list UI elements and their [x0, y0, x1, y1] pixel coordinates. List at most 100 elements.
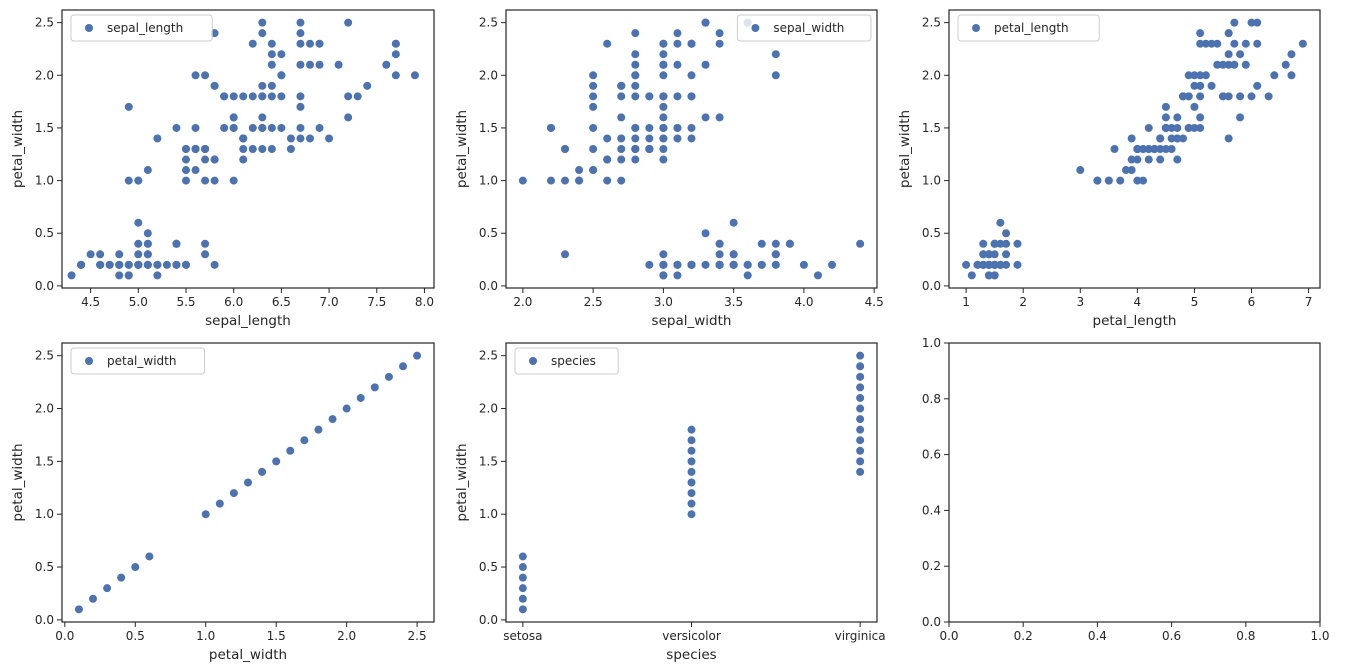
data-point: [617, 92, 626, 101]
data-point: [267, 81, 276, 90]
x-tick-label: 4: [1134, 295, 1142, 309]
y-tick-label: 2.0: [479, 402, 498, 416]
data-point: [546, 123, 555, 132]
data-point: [1002, 229, 1011, 238]
data-point: [1253, 39, 1262, 48]
data-point: [701, 229, 710, 238]
y-tick-label: 0.6: [922, 448, 941, 462]
y-tick-label: 0.0: [479, 613, 498, 627]
data-point: [589, 102, 598, 111]
data-point: [286, 446, 295, 455]
data-point: [687, 123, 696, 132]
x-tick-label: 0.0: [55, 629, 74, 643]
data-point: [631, 92, 640, 101]
data-point: [856, 404, 865, 413]
data-point: [575, 176, 584, 185]
data-point: [356, 393, 365, 402]
data-point: [561, 145, 570, 153]
data-point: [172, 123, 181, 132]
data-point: [979, 250, 988, 259]
data-point: [103, 584, 112, 593]
data-point: [77, 260, 86, 269]
data-point: [277, 123, 286, 132]
data-point: [244, 478, 252, 487]
data-point: [1110, 145, 1119, 153]
data-point: [306, 39, 314, 48]
data-point: [315, 60, 324, 69]
data-point: [1287, 50, 1296, 59]
data-point: [771, 71, 780, 80]
data-point: [277, 71, 286, 80]
data-point: [856, 415, 865, 424]
data-point: [856, 372, 865, 381]
data-point: [267, 50, 276, 59]
data-point: [229, 176, 238, 185]
data-point: [1207, 81, 1216, 90]
data-point: [856, 425, 865, 434]
data-point: [229, 92, 238, 101]
data-point: [659, 271, 668, 280]
data-point: [182, 166, 190, 175]
data-point: [631, 81, 640, 90]
data-point: [153, 260, 162, 269]
y-tick-label: 0.0: [35, 613, 54, 627]
data-point: [631, 29, 640, 38]
data-point: [344, 18, 353, 27]
data-point: [743, 271, 752, 280]
data-point: [191, 123, 200, 132]
data-point: [258, 18, 267, 27]
data-point: [258, 81, 267, 90]
data-point: [589, 92, 598, 101]
data-point: [267, 92, 276, 101]
x-tick-label: 2: [1019, 295, 1027, 309]
data-point: [1173, 123, 1182, 132]
data-point: [990, 239, 999, 248]
data-point: [1196, 92, 1205, 101]
y-tick-label: 2.5: [35, 349, 54, 363]
x-tick-label: 0.6: [1162, 629, 1181, 643]
data-point: [687, 510, 696, 519]
data-point: [659, 155, 668, 164]
data-point: [984, 260, 993, 269]
x-tick-label: 1.5: [267, 629, 286, 643]
data-point: [1224, 92, 1233, 101]
y-tick-label: 0.4: [922, 503, 941, 517]
data-point: [1241, 60, 1250, 69]
data-point: [1236, 113, 1245, 122]
data-point: [353, 92, 362, 101]
data-point: [771, 260, 780, 269]
data-point: [143, 229, 152, 238]
data-point: [1127, 155, 1136, 164]
x-tick-label: 2.5: [408, 629, 427, 643]
data-point: [286, 134, 295, 143]
subplot-1: 4.5 5.0 5.5 6.0 6.5 7.0 7.5 8.0 0.0 0.5 1.0 1.5 2.0 2…: [10, 9, 435, 329]
data-point: [229, 113, 238, 122]
data-point: [771, 50, 780, 59]
data-point: [201, 250, 210, 259]
y-tick-label: 2.0: [35, 68, 54, 82]
data-point: [258, 467, 267, 476]
data-point: [687, 39, 696, 48]
data-point: [201, 145, 210, 153]
data-point: [277, 50, 286, 59]
data-point: [984, 250, 993, 259]
data-point: [962, 260, 971, 269]
x-tick-label: 6: [1248, 295, 1256, 309]
data-point: [617, 155, 626, 164]
data-point: [631, 134, 640, 143]
y-tick-label: 0.5: [922, 226, 941, 240]
data-point: [300, 436, 309, 445]
data-point: [659, 123, 668, 132]
data-point: [1121, 166, 1130, 175]
data-point: [589, 123, 598, 132]
data-point: [1139, 145, 1148, 153]
data-point: [215, 499, 224, 508]
data-point: [1184, 123, 1193, 132]
data-point: [201, 239, 210, 248]
data-point: [201, 176, 210, 185]
x-axis-label: sepal_length: [205, 313, 291, 329]
data-point: [315, 39, 324, 48]
subplot-6: 0.0 0.2 0.4 0.6 0.8 1.0 0.0 0.2 0.4 0.6 0.8 1.0: [922, 336, 1330, 643]
data-point: [124, 102, 133, 111]
